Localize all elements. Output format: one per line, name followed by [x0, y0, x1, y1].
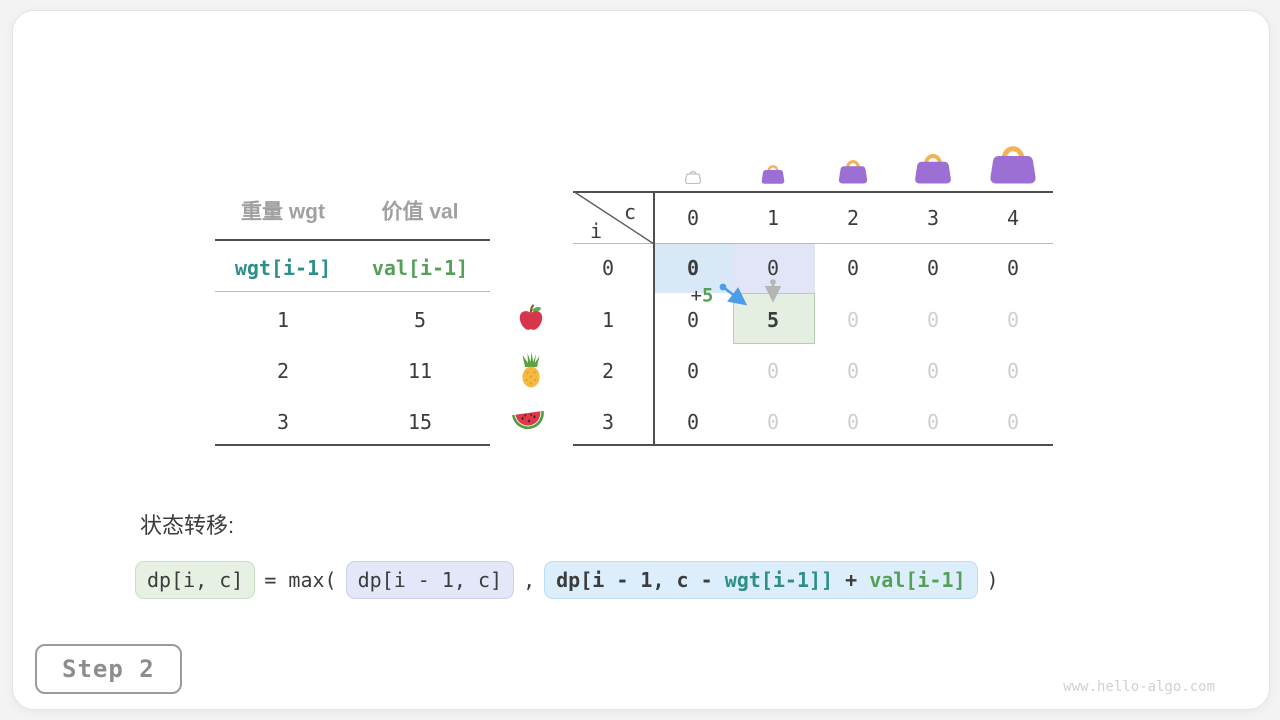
dp-corner-row-label: i: [589, 219, 603, 243]
dp-cell: 0: [846, 308, 860, 332]
bag-xlarge-icon: [989, 140, 1037, 184]
dp-col-header: 3: [926, 206, 940, 230]
dp-cell: 0: [926, 359, 940, 383]
dp-cell: 0: [766, 256, 780, 280]
pineapple-icon: [518, 352, 544, 388]
item-weight: 1: [276, 308, 290, 332]
apple-icon: [518, 304, 544, 332]
items-table-wgt-index: wgt[i-1]: [234, 256, 332, 280]
dp-col-header: 0: [686, 206, 700, 230]
dp-cell: 0: [1006, 256, 1020, 280]
dp-row-label: 0: [601, 256, 615, 280]
items-table-divider-mid: [215, 291, 490, 292]
dp-table-divider-header: [573, 243, 1053, 244]
formula-arg-skip: dp[i - 1, c]: [345, 561, 515, 599]
dp-cell: 0: [846, 359, 860, 383]
formula-equals-max: = max(: [264, 568, 337, 592]
formula-arg-take-prefix: dp[i - 1, c -: [556, 568, 725, 592]
down-arrow-icon: [764, 279, 782, 303]
dp-cell-current: 5: [766, 308, 780, 332]
dp-cell: 0: [846, 256, 860, 280]
diagonal-arrow-icon: [719, 283, 748, 306]
bag-empty-icon: [685, 169, 701, 184]
dp-cell: 0: [686, 256, 700, 280]
items-table-divider-bottom: [215, 444, 490, 446]
formula-plus: +: [833, 568, 870, 592]
transition-annotation: +5: [690, 284, 714, 307]
added-value: 5: [702, 284, 714, 307]
dp-table-border-bottom: [573, 444, 1053, 446]
watermelon-icon: [512, 408, 546, 434]
dp-cell: 0: [1006, 359, 1020, 383]
dp-corner-col-label: c: [623, 200, 637, 224]
watermark: www.hello-algo.com: [1063, 679, 1215, 695]
dp-row-label: 2: [601, 359, 615, 383]
formula-close-paren: ): [986, 568, 999, 592]
dp-cell: 0: [1006, 410, 1020, 434]
figure-card: [12, 10, 1270, 710]
bag-small-icon: [761, 162, 785, 184]
dp-col-header: 1: [766, 206, 780, 230]
dp-cell: 0: [926, 308, 940, 332]
transition-arrows: [645, 272, 845, 320]
item-weight: 3: [276, 410, 290, 434]
state-transition-formula: dp[i, c] = max( dp[i - 1, c] , dp[i - 1,…: [135, 561, 999, 599]
dp-table-border-left-col: [653, 191, 655, 444]
plus-sign: +: [690, 284, 702, 307]
item-value: 5: [413, 308, 427, 332]
dp-table-border-top: [573, 191, 1053, 193]
highlight-cell-i0-c0: [654, 244, 733, 293]
dp-table-corner-diagonal: [573, 191, 654, 244]
formula-wgt-term: wgt[i-1]]: [724, 568, 834, 592]
dp-cell: 0: [686, 410, 700, 434]
item-value: 15: [407, 410, 433, 434]
dp-cell: 0: [766, 410, 780, 434]
bag-large-icon: [914, 149, 952, 184]
dp-col-header: 4: [1006, 206, 1020, 230]
items-table-header-value: 价值 val: [381, 200, 459, 224]
formula-lhs: dp[i, c]: [135, 561, 256, 599]
dp-row-label: 1: [601, 308, 615, 332]
bag-medium-icon: [838, 156, 868, 184]
formula-comma: ,: [523, 568, 536, 592]
dp-cell: 0: [686, 359, 700, 383]
dp-cell: 0: [1006, 308, 1020, 332]
items-table-header-weight: 重量 wgt: [241, 200, 325, 224]
item-weight: 2: [276, 359, 290, 383]
state-transition-label: 状态转移:: [140, 513, 235, 538]
dp-cell: 0: [766, 359, 780, 383]
items-table-val-index: val[i-1]: [371, 256, 469, 280]
dp-cell: 0: [926, 256, 940, 280]
item-value: 11: [407, 359, 433, 383]
dp-cell: 0: [846, 410, 860, 434]
dp-cell: 0: [686, 308, 700, 332]
items-table-divider-top: [215, 239, 490, 241]
dp-cell: 0: [926, 410, 940, 434]
dp-row-label: 3: [601, 410, 615, 434]
formula-val-term: val[i-1]: [869, 568, 966, 592]
formula-arg-take: dp[i - 1, c - wgt[i-1]] + val[i-1]: [544, 561, 978, 599]
dp-col-header: 2: [846, 206, 860, 230]
step-badge: Step 2: [35, 644, 182, 694]
